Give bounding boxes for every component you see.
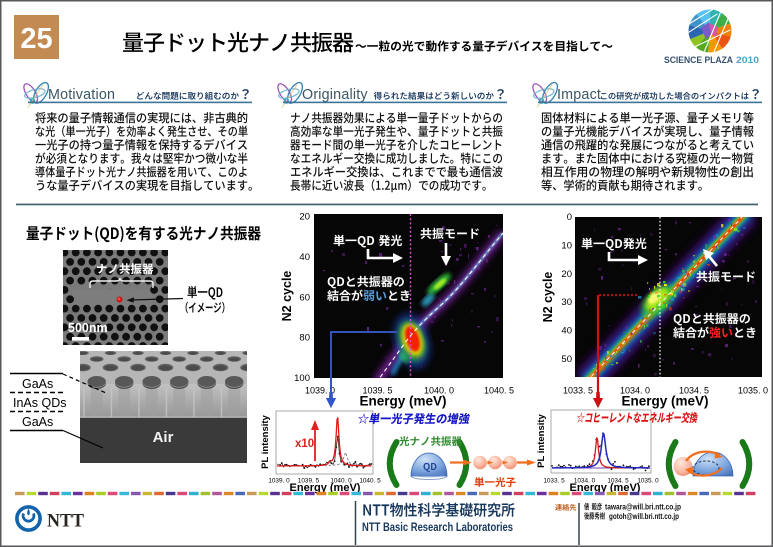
svg-text:N2 cycle: N2 cycle — [541, 272, 555, 323]
svg-text:80: 80 — [299, 333, 310, 344]
svg-text:1034. 0: 1034. 0 — [574, 478, 596, 485]
svg-text:SCIENCE PLAZA: SCIENCE PLAZA — [664, 55, 733, 66]
svg-text:100: 100 — [294, 373, 310, 384]
svg-text:10: 10 — [561, 240, 572, 251]
svg-text:500nm: 500nm — [68, 321, 108, 335]
svg-text:GaAs: GaAs — [22, 377, 53, 391]
svg-text:x10: x10 — [295, 438, 314, 450]
svg-text:Originality: Originality — [302, 87, 368, 103]
svg-text:Motivation: Motivation — [48, 87, 115, 103]
svg-text:1034. 0: 1034. 0 — [620, 386, 650, 396]
svg-text:1039. 5: 1039. 5 — [362, 386, 392, 396]
svg-text:1040. 0: 1040. 0 — [424, 386, 454, 396]
svg-text:1040. 5: 1040. 5 — [359, 478, 381, 485]
svg-text:40: 40 — [299, 252, 310, 263]
svg-text:tawara@will.bri.ntt.co.jp: tawara@will.bri.ntt.co.jp — [605, 503, 681, 512]
svg-text:Energy (meV): Energy (meV) — [570, 482, 641, 494]
svg-text:25: 25 — [20, 23, 52, 55]
svg-text:1035. 0: 1035. 0 — [738, 386, 768, 396]
svg-text:1035. 0: 1035. 0 — [637, 478, 659, 485]
svg-text:1039. 0: 1039. 0 — [268, 478, 290, 485]
svg-text:1039. 0: 1039. 0 — [305, 386, 335, 396]
svg-text:GaAs: GaAs — [22, 415, 53, 429]
svg-text:Energy (meV): Energy (meV) — [621, 394, 708, 409]
svg-text:PL intensity: PL intensity — [536, 413, 547, 467]
svg-text:gotoh@will.bri.ntt.co.jp: gotoh@will.bri.ntt.co.jp — [609, 512, 679, 521]
svg-text:NTT: NTT — [47, 511, 84, 532]
svg-text:1039. 5: 1039. 5 — [298, 478, 320, 485]
svg-text:20: 20 — [561, 269, 572, 280]
svg-text:Air: Air — [153, 429, 174, 446]
svg-text:N2 cycle: N2 cycle — [280, 271, 294, 322]
svg-text:60: 60 — [299, 292, 310, 303]
svg-text:1033. 5: 1033. 5 — [543, 478, 565, 485]
svg-text:Energy (meV): Energy (meV) — [290, 482, 361, 494]
svg-text:2010: 2010 — [736, 55, 759, 66]
svg-text:InAs QDs: InAs QDs — [13, 396, 67, 410]
svg-text:1040. 5: 1040. 5 — [484, 386, 514, 396]
svg-text:NTT Basic Research Laboratorie: NTT Basic Research Laboratories — [362, 522, 513, 534]
svg-text:0: 0 — [567, 212, 572, 223]
svg-text:20: 20 — [299, 212, 310, 223]
svg-text:1033. 5: 1033. 5 — [563, 386, 593, 396]
svg-text:PL intensity: PL intensity — [260, 414, 271, 468]
svg-text:30: 30 — [561, 297, 572, 308]
svg-text:40: 40 — [561, 326, 572, 337]
svg-text:50: 50 — [561, 354, 572, 365]
svg-text:1040. 0: 1040. 0 — [330, 478, 352, 485]
svg-text:Energy (meV): Energy (meV) — [359, 394, 446, 409]
svg-text:Impact: Impact — [557, 87, 601, 103]
svg-text:1034. 5: 1034. 5 — [679, 386, 709, 396]
svg-text:1034. 5: 1034. 5 — [607, 478, 629, 485]
